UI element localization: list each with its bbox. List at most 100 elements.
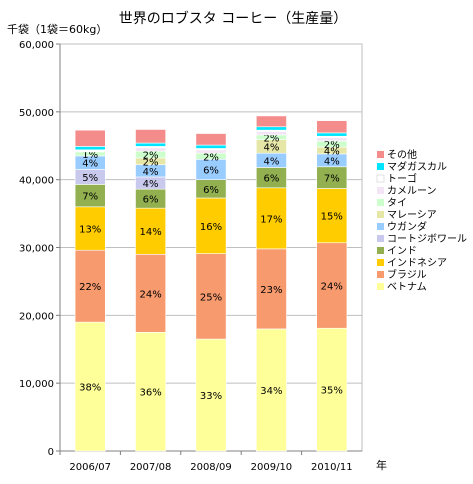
bar-segment [135, 207, 167, 255]
data-label: 7% [82, 192, 98, 203]
data-label: 4% [143, 179, 159, 190]
data-label: 2% [143, 151, 159, 162]
bar-segment [195, 197, 227, 254]
bar-segment [316, 327, 348, 452]
x-tick-label: 2006/07 [69, 462, 111, 473]
legend-swatch [377, 163, 384, 170]
legend-swatch [377, 187, 384, 194]
data-label: 2% [263, 133, 279, 144]
data-label: 4% [263, 142, 279, 153]
bar-segment [316, 188, 348, 244]
data-label: 4% [263, 156, 279, 167]
bar-segment [255, 248, 287, 330]
bar-segment [255, 115, 287, 128]
bar-segment [195, 144, 227, 149]
bar-segment [74, 321, 106, 452]
y-tick-label: 40,000 [19, 176, 54, 187]
legend-swatch [377, 271, 384, 278]
legend-label: その他 [387, 148, 417, 161]
y-tick-label: 10,000 [19, 379, 54, 390]
data-label: 33% [200, 391, 222, 402]
data-label: 2% [203, 152, 219, 163]
bar-segment [195, 338, 227, 452]
data-label: 4% [324, 156, 340, 167]
legend-swatch [377, 235, 384, 242]
data-label: 7% [324, 174, 340, 185]
y-tick-label: 0 [48, 447, 54, 458]
bar-segment [195, 149, 227, 154]
data-label: 15% [321, 212, 343, 223]
bar-segment [74, 146, 106, 151]
legend-label: タイ [387, 197, 407, 209]
legend-label: マレーシア [387, 210, 437, 221]
data-label: 6% [263, 174, 279, 185]
legend-swatch [377, 283, 384, 290]
legend-label: インドネシア [387, 257, 447, 269]
y-tick-labels: 0 10,000 20,000 30,000 40,000 50,000 60,000 [19, 40, 54, 458]
x-tick-label: 2007/08 [130, 462, 172, 473]
data-label: 24% [321, 281, 343, 292]
data-label: 6% [203, 165, 219, 176]
data-label: 38% [79, 383, 101, 394]
legend-swatch [377, 211, 384, 218]
legend-label: トーゴ [387, 172, 417, 185]
x-tick-labels: 2006/07 2007/08 2008/09 2009/10 2010/11 [59, 451, 353, 473]
data-label: 13% [79, 225, 101, 236]
bar-segment [255, 126, 287, 131]
data-label: 24% [139, 289, 161, 300]
data-label: 2% [143, 157, 159, 168]
y-tick-label: 60,000 [19, 40, 54, 51]
legend-label: ベトナム [387, 281, 427, 293]
bar-segment [135, 253, 167, 333]
bar-segment [135, 147, 167, 152]
bar-segment [255, 131, 287, 136]
legend-label: ブラジル [387, 268, 427, 281]
data-label: 5% [82, 173, 98, 184]
data-label: 1% [82, 150, 98, 161]
legend-swatch [377, 259, 384, 266]
legend-swatch [377, 223, 384, 230]
legend-label: インド [387, 246, 417, 257]
y-axis-label: 千袋（1袋＝60kg） [7, 22, 107, 36]
legend-swatch [376, 174, 385, 183]
x-tick-label: 2009/10 [251, 462, 293, 473]
legend-label: コートジボワール [387, 233, 467, 245]
data-label: 35% [321, 386, 343, 397]
bar-segment [316, 120, 348, 134]
legend-label: カメルーン [387, 185, 437, 197]
legend-label: マダガスカル [387, 160, 447, 173]
y-tick-label: 50,000 [19, 108, 54, 119]
bar-segment [255, 328, 287, 452]
bar-segment [74, 129, 106, 147]
legend: その他マダガスカルトーゴカメルーンタイマレーシアウガンダコートジボワールインドイ… [376, 148, 467, 293]
data-label: 14% [139, 227, 161, 238]
data-label: 23% [260, 285, 282, 296]
data-label: 6% [143, 195, 159, 206]
bar-segment [316, 242, 348, 329]
data-label: 17% [260, 214, 282, 225]
y-tick-label: 20,000 [19, 311, 54, 322]
legend-swatch [377, 247, 384, 254]
data-label: 22% [79, 282, 101, 293]
data-label: 25% [200, 292, 222, 303]
data-label: 16% [200, 222, 222, 233]
data-label: 6% [203, 185, 219, 196]
data-label: 36% [139, 388, 161, 399]
bar-segment [316, 132, 348, 137]
chart-title: 世界のロブスタ コーヒー（生産量） [119, 10, 347, 27]
x-tick-label: 2008/09 [190, 462, 232, 473]
bar-segment [195, 253, 227, 340]
x-axis-label: 年 [376, 458, 387, 472]
data-label: 34% [260, 386, 282, 397]
y-tick-label: 30,000 [19, 244, 54, 255]
data-label: 4% [82, 159, 98, 170]
legend-label: ウガンダ [387, 220, 427, 233]
x-tick-label: 2010/11 [311, 462, 353, 473]
legend-swatch [377, 151, 384, 158]
bars: 38%22%13%7%5%4%1%36%24%14%6%4%4%2%2%33%2… [74, 115, 348, 452]
data-label: 4% [324, 146, 340, 157]
data-label: 2% [324, 140, 340, 151]
bar-segment [195, 133, 227, 146]
bar-segment [135, 331, 167, 452]
